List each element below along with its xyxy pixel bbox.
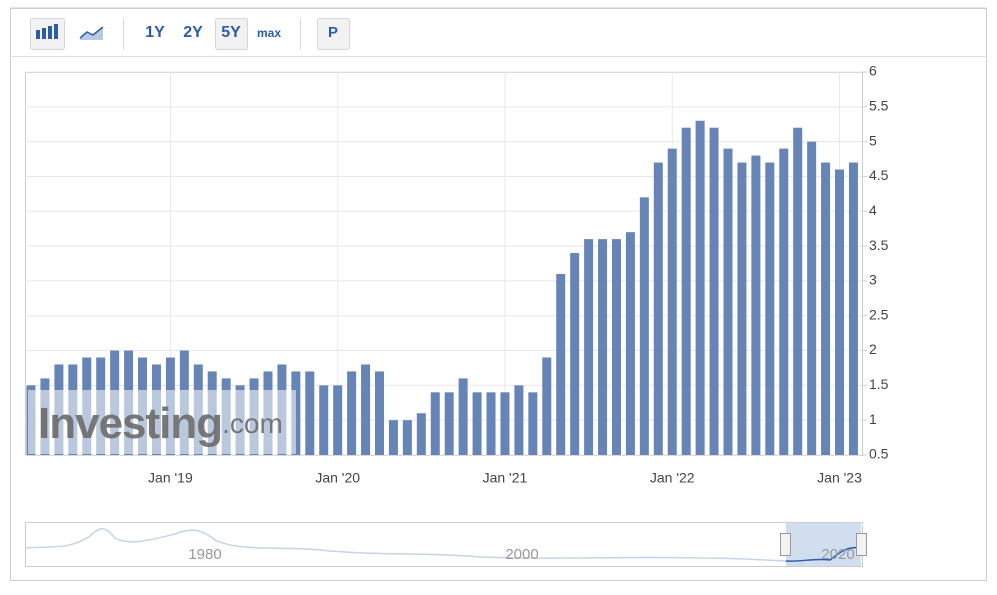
- watermark-text: Investing: [38, 399, 222, 448]
- bar: [472, 392, 482, 455]
- bar: [514, 385, 524, 455]
- bar-chart-button[interactable]: [30, 18, 65, 50]
- bar: [848, 162, 858, 455]
- icon: [48, 26, 52, 39]
- navigator-series: [25, 528, 787, 562]
- bar: [807, 141, 817, 456]
- bar: [779, 148, 789, 455]
- bar: [319, 385, 329, 455]
- icon: [54, 24, 58, 39]
- bar: [639, 197, 649, 455]
- y-tick-label: 1: [869, 411, 877, 427]
- watermark-suffix: .com: [222, 408, 283, 439]
- navigator-handle[interactable]: [856, 533, 867, 556]
- bar: [388, 420, 398, 455]
- period-button[interactable]: P: [328, 24, 338, 41]
- bar: [765, 162, 775, 455]
- y-tick-label: 3: [869, 272, 877, 288]
- navigator: 1980 2000 2020: [25, 522, 867, 567]
- bar: [835, 169, 845, 455]
- bar: [305, 371, 315, 455]
- bar: [611, 239, 621, 455]
- bar: [751, 155, 761, 455]
- navigator-label: 2020: [821, 546, 854, 563]
- y-tick-label: 6: [869, 63, 877, 79]
- navigator-handle[interactable]: [780, 533, 791, 556]
- bar: [821, 162, 831, 455]
- navigator-label: 2000: [505, 546, 538, 563]
- y-tick-label: 1.5: [869, 376, 889, 392]
- y-tick-label: 3.5: [869, 237, 889, 253]
- navigator-frame: [25, 522, 863, 567]
- navigator-series: [785, 546, 861, 562]
- icon: [79, 26, 104, 39]
- x-tick-label: Jan '21: [483, 470, 528, 486]
- y-tick-label: 5: [869, 132, 877, 148]
- bar: [500, 392, 510, 455]
- range-button[interactable]: 2Y: [183, 24, 203, 41]
- x-tick-label: Jan '23: [817, 470, 862, 486]
- bar: [737, 162, 747, 455]
- icon: [80, 27, 103, 40]
- bar: [528, 392, 538, 455]
- y-tick-label: 0.5: [869, 446, 889, 462]
- bar: [333, 385, 343, 455]
- x-tick-label: Jan '20: [315, 470, 360, 486]
- bar: [598, 239, 608, 455]
- range-button[interactable]: max: [257, 26, 281, 40]
- bar: [667, 148, 677, 455]
- watermark: Investing.com: [38, 399, 283, 448]
- range-button[interactable]: 5Y: [221, 24, 241, 41]
- x-tick-label: Jan '19: [148, 470, 193, 486]
- bar: [625, 232, 635, 455]
- y-tick-label: 4: [869, 202, 877, 218]
- watermark-backdrop: [28, 390, 296, 454]
- bar: [681, 127, 691, 455]
- bar: [793, 127, 803, 455]
- bar: [458, 378, 468, 455]
- bar: [542, 357, 552, 455]
- bar: [570, 253, 580, 455]
- bar: [375, 371, 384, 455]
- navigator-label: 1980: [188, 546, 221, 563]
- bar: [444, 392, 454, 455]
- bar: [486, 392, 496, 455]
- bar: [584, 239, 594, 455]
- y-tick-label: 2: [869, 341, 877, 357]
- range-button[interactable]: 1Y: [145, 24, 165, 41]
- frame: [10, 8, 987, 581]
- bar: [653, 162, 663, 455]
- bar: [695, 120, 705, 455]
- icon: [36, 30, 40, 39]
- button-box: [317, 18, 350, 50]
- bar: [723, 148, 733, 455]
- x-tick-label: Jan '22: [650, 470, 695, 486]
- bar: [347, 371, 357, 455]
- button-box: [215, 18, 248, 50]
- button-box: [30, 18, 65, 50]
- y-tick-label: 4.5: [869, 167, 889, 183]
- y-tick-label: 5.5: [869, 98, 889, 114]
- bar: [361, 364, 371, 455]
- bar: [556, 273, 566, 455]
- line-chart-button[interactable]: [79, 26, 104, 40]
- icon: [42, 28, 46, 39]
- bar: [709, 127, 719, 455]
- bar: [416, 413, 426, 455]
- plot: 0.5 1 1.5 2 2.5 3 3.5 4 4.5 5 5.5 6 Jan '19 Jan '20 Ja…: [25, 63, 889, 486]
- y-tick-label: 2.5: [869, 306, 889, 322]
- bar: [430, 392, 440, 455]
- bar: [402, 420, 412, 455]
